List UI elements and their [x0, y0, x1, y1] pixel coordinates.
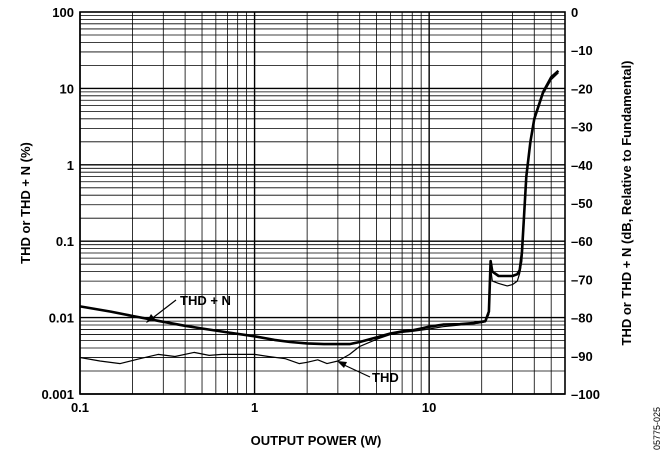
thd-n-pointer [149, 299, 177, 321]
y-tick-label: 1 [67, 158, 74, 173]
y2-tick-label: –40 [571, 158, 593, 173]
y2-tick-label: –60 [571, 234, 593, 249]
thd-n-arrowhead [146, 314, 155, 323]
plot-frame [79, 11, 566, 395]
x-axis-title: OUTPUT POWER (W) [251, 433, 382, 448]
thd-label: THD [372, 370, 399, 385]
x-tick-label: 0.1 [71, 400, 89, 415]
y-axis-title: THD or THD + N (%) [18, 142, 33, 264]
y2-tick-label: –30 [571, 120, 593, 135]
y2-tick-label: –70 [571, 272, 593, 287]
thd-n-label: THD + N [180, 293, 231, 308]
thd-line [79, 72, 559, 365]
y-tick-label: 100 [52, 5, 74, 20]
chart-annotations: THD + N THD [146, 293, 399, 385]
y2-tick-label: –20 [571, 81, 593, 96]
tick-labels: 0.1 1 100.0010.010.1110100–100–90–80–70–60… [41, 5, 599, 415]
thd-pointer [341, 363, 371, 378]
y-tick-label: 0.1 [56, 234, 74, 249]
y2-tick-label: –90 [571, 349, 593, 364]
x-tick-label: 10 [422, 400, 436, 415]
y-tick-label: 10 [60, 81, 74, 96]
y-tick-label: 0.001 [41, 387, 74, 402]
y2-axis-title: THD or THD + N (dB, Relative to Fundamen… [619, 61, 634, 346]
chart-series [79, 69, 560, 365]
y2-tick-label: 0 [571, 5, 578, 20]
y2-tick-label: –10 [571, 43, 593, 58]
y2-tick-label: –100 [571, 387, 600, 402]
figure-id: 05775-025 [652, 407, 662, 450]
y2-tick-label: –50 [571, 196, 593, 211]
x-tick-label: 1 [251, 400, 258, 415]
y2-tick-label: –80 [571, 311, 593, 326]
y-tick-label: 0.01 [49, 311, 74, 326]
thd-arrowhead [337, 361, 347, 368]
chart-grid [79, 12, 566, 395]
